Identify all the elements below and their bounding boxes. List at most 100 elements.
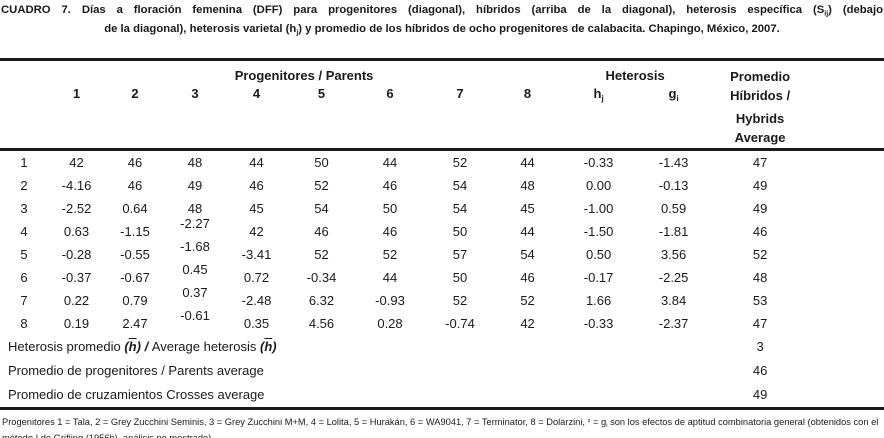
table-row: 6 -0.37 -0.67 0.45 0.72 -0.34 44 50 46 -… [0, 262, 884, 289]
cell: 0.63 [63, 223, 90, 239]
cell: 57 [452, 246, 468, 262]
cell: 44 [382, 269, 398, 285]
cell-gi: 3.84 [660, 292, 687, 308]
cell: -3.41 [241, 246, 272, 262]
spacer-cell [810, 174, 884, 197]
cell-gi: 3.56 [660, 246, 687, 262]
avg-header-line: Promedio [730, 68, 791, 84]
cell: 46 [520, 269, 535, 285]
spacer-cell [810, 382, 884, 410]
cell: 6.32 [308, 292, 335, 308]
summary-value: 46 [752, 363, 768, 379]
spacer-cell [0, 59, 48, 84]
cell: 2.47 [122, 315, 148, 331]
spacer-cell [810, 197, 884, 220]
col-header-hj: hj [560, 83, 638, 151]
row-label: 7 [20, 292, 28, 308]
cell: 0.35 [243, 315, 270, 331]
cell: 50 [382, 200, 398, 216]
cell-avg: 53 [752, 292, 768, 308]
cell-hj: -0.33 [583, 154, 614, 170]
cell: -0.67 [120, 269, 150, 285]
summary-text: ( [259, 339, 265, 355]
table-row: 2 -4.16 46 49 46 52 46 54 48 0.00 -0.13 … [0, 174, 884, 197]
cell: -4.16 [61, 177, 92, 193]
cell: 52 [452, 292, 468, 308]
summary-row-parents-average: Promedio de progenitores / Parents avera… [0, 359, 884, 383]
cell: 4.56 [308, 315, 335, 331]
cell: 44 [520, 154, 535, 170]
header-group-row: Progenitores / Parents Heterosis Promedi… [0, 59, 884, 151]
row-label: 8 [20, 315, 28, 331]
cell: 50 [314, 154, 329, 170]
heterosis-group-header: Heterosis [605, 67, 665, 83]
cell: 48 [520, 177, 535, 193]
table-title-line1: CUADRO 7. Días a floración femenina (DFF… [1, 3, 883, 22]
table-row: 3 -2.52 0.64 48 45 54 50 54 45 -1.00 0.5… [0, 197, 884, 220]
row-label: 4 [20, 223, 28, 239]
spacer-cell [0, 83, 48, 151]
cell: -2.27 [165, 216, 225, 243]
cell-avg: 47 [752, 315, 768, 331]
h-bar-symbol: h [128, 339, 137, 355]
cell: -2.48 [241, 292, 272, 308]
gi-subscript: i [676, 93, 679, 103]
cell: 0.22 [63, 292, 90, 308]
col-header-3: 3 [165, 83, 225, 151]
cell: 42 [249, 223, 264, 239]
cell: 45 [520, 200, 535, 216]
summary-text: ) / [136, 339, 152, 355]
cell: 45 [249, 200, 264, 216]
cell-gi: -2.25 [658, 269, 689, 285]
cell: -0.74 [445, 315, 475, 331]
cell: -2.52 [61, 200, 92, 216]
summary-row-average-heterosis: Heterosis promedio (h) / Average heteros… [0, 335, 884, 359]
summary-text: Heterosis promedio [8, 339, 125, 355]
spacer-cell [810, 266, 884, 289]
cell-hj: -0.17 [583, 269, 614, 285]
table-row: 8 0.19 2.47 -0.61 0.35 4.56 0.28 -0.74 4… [0, 308, 884, 335]
spacer-cell [810, 335, 884, 359]
cell: -0.93 [375, 292, 405, 308]
spacer-cell [810, 243, 884, 266]
cell: 52 [314, 246, 329, 262]
spacer-cell [810, 220, 884, 243]
title-text: CUADRO 7. Días a floración femenina (DFF… [1, 4, 825, 16]
col-header-1: 1 [48, 83, 105, 151]
cell: 46 [127, 177, 143, 193]
title-subscript-hj: j [296, 29, 299, 37]
cell-avg: 52 [752, 246, 768, 262]
cell: -0.61 [165, 308, 225, 335]
summary-label: Heterosis promedio (h) / Average heteros… [0, 335, 710, 359]
cell: 0.37 [165, 285, 225, 312]
raised-value: 0.45 [182, 261, 208, 277]
summary-label: Promedio de progenitores / Parents avera… [8, 363, 264, 379]
cell-hj: 0.50 [585, 246, 612, 262]
cell: 42 [69, 154, 84, 170]
cell: 0.79 [122, 292, 148, 308]
row-label: 2 [20, 177, 28, 193]
cell: 44 [249, 154, 264, 170]
cell: 48 [187, 154, 203, 170]
title-subscript-sij: ij [824, 10, 829, 18]
cell-hj: -0.33 [583, 315, 614, 331]
footnote-subscript-i: i [606, 422, 608, 429]
cell: 48 [187, 200, 203, 216]
cell: 0.45 [165, 262, 225, 289]
cell: 0.28 [377, 315, 403, 331]
table-title-line2: de la diagonal), heterosis varietal (hj)… [1, 22, 883, 41]
cell-gi: -0.13 [658, 177, 689, 193]
cell: 50 [452, 223, 468, 239]
cell-avg: 48 [752, 269, 768, 285]
table-row: 7 0.22 0.79 0.37 -2.48 6.32 -0.93 52 52 … [0, 285, 884, 312]
cell-gi: -2.37 [658, 315, 689, 331]
table-row: 5 -0.28 -0.55 -1.68 -3.41 52 52 57 54 0.… [0, 239, 884, 266]
header-cols-row: 1 2 3 4 5 6 7 8 hj gi [0, 83, 884, 151]
hybrids-average-header: Promedio Híbridos / Hybrids Average [710, 59, 811, 151]
row-label: 1 [20, 154, 28, 170]
cell-gi: -1.43 [658, 154, 689, 170]
hj-subscript: j [601, 93, 604, 103]
spacer-cell [810, 359, 884, 383]
title-text: de la diagonal), heterosis varietal (h [104, 22, 297, 35]
